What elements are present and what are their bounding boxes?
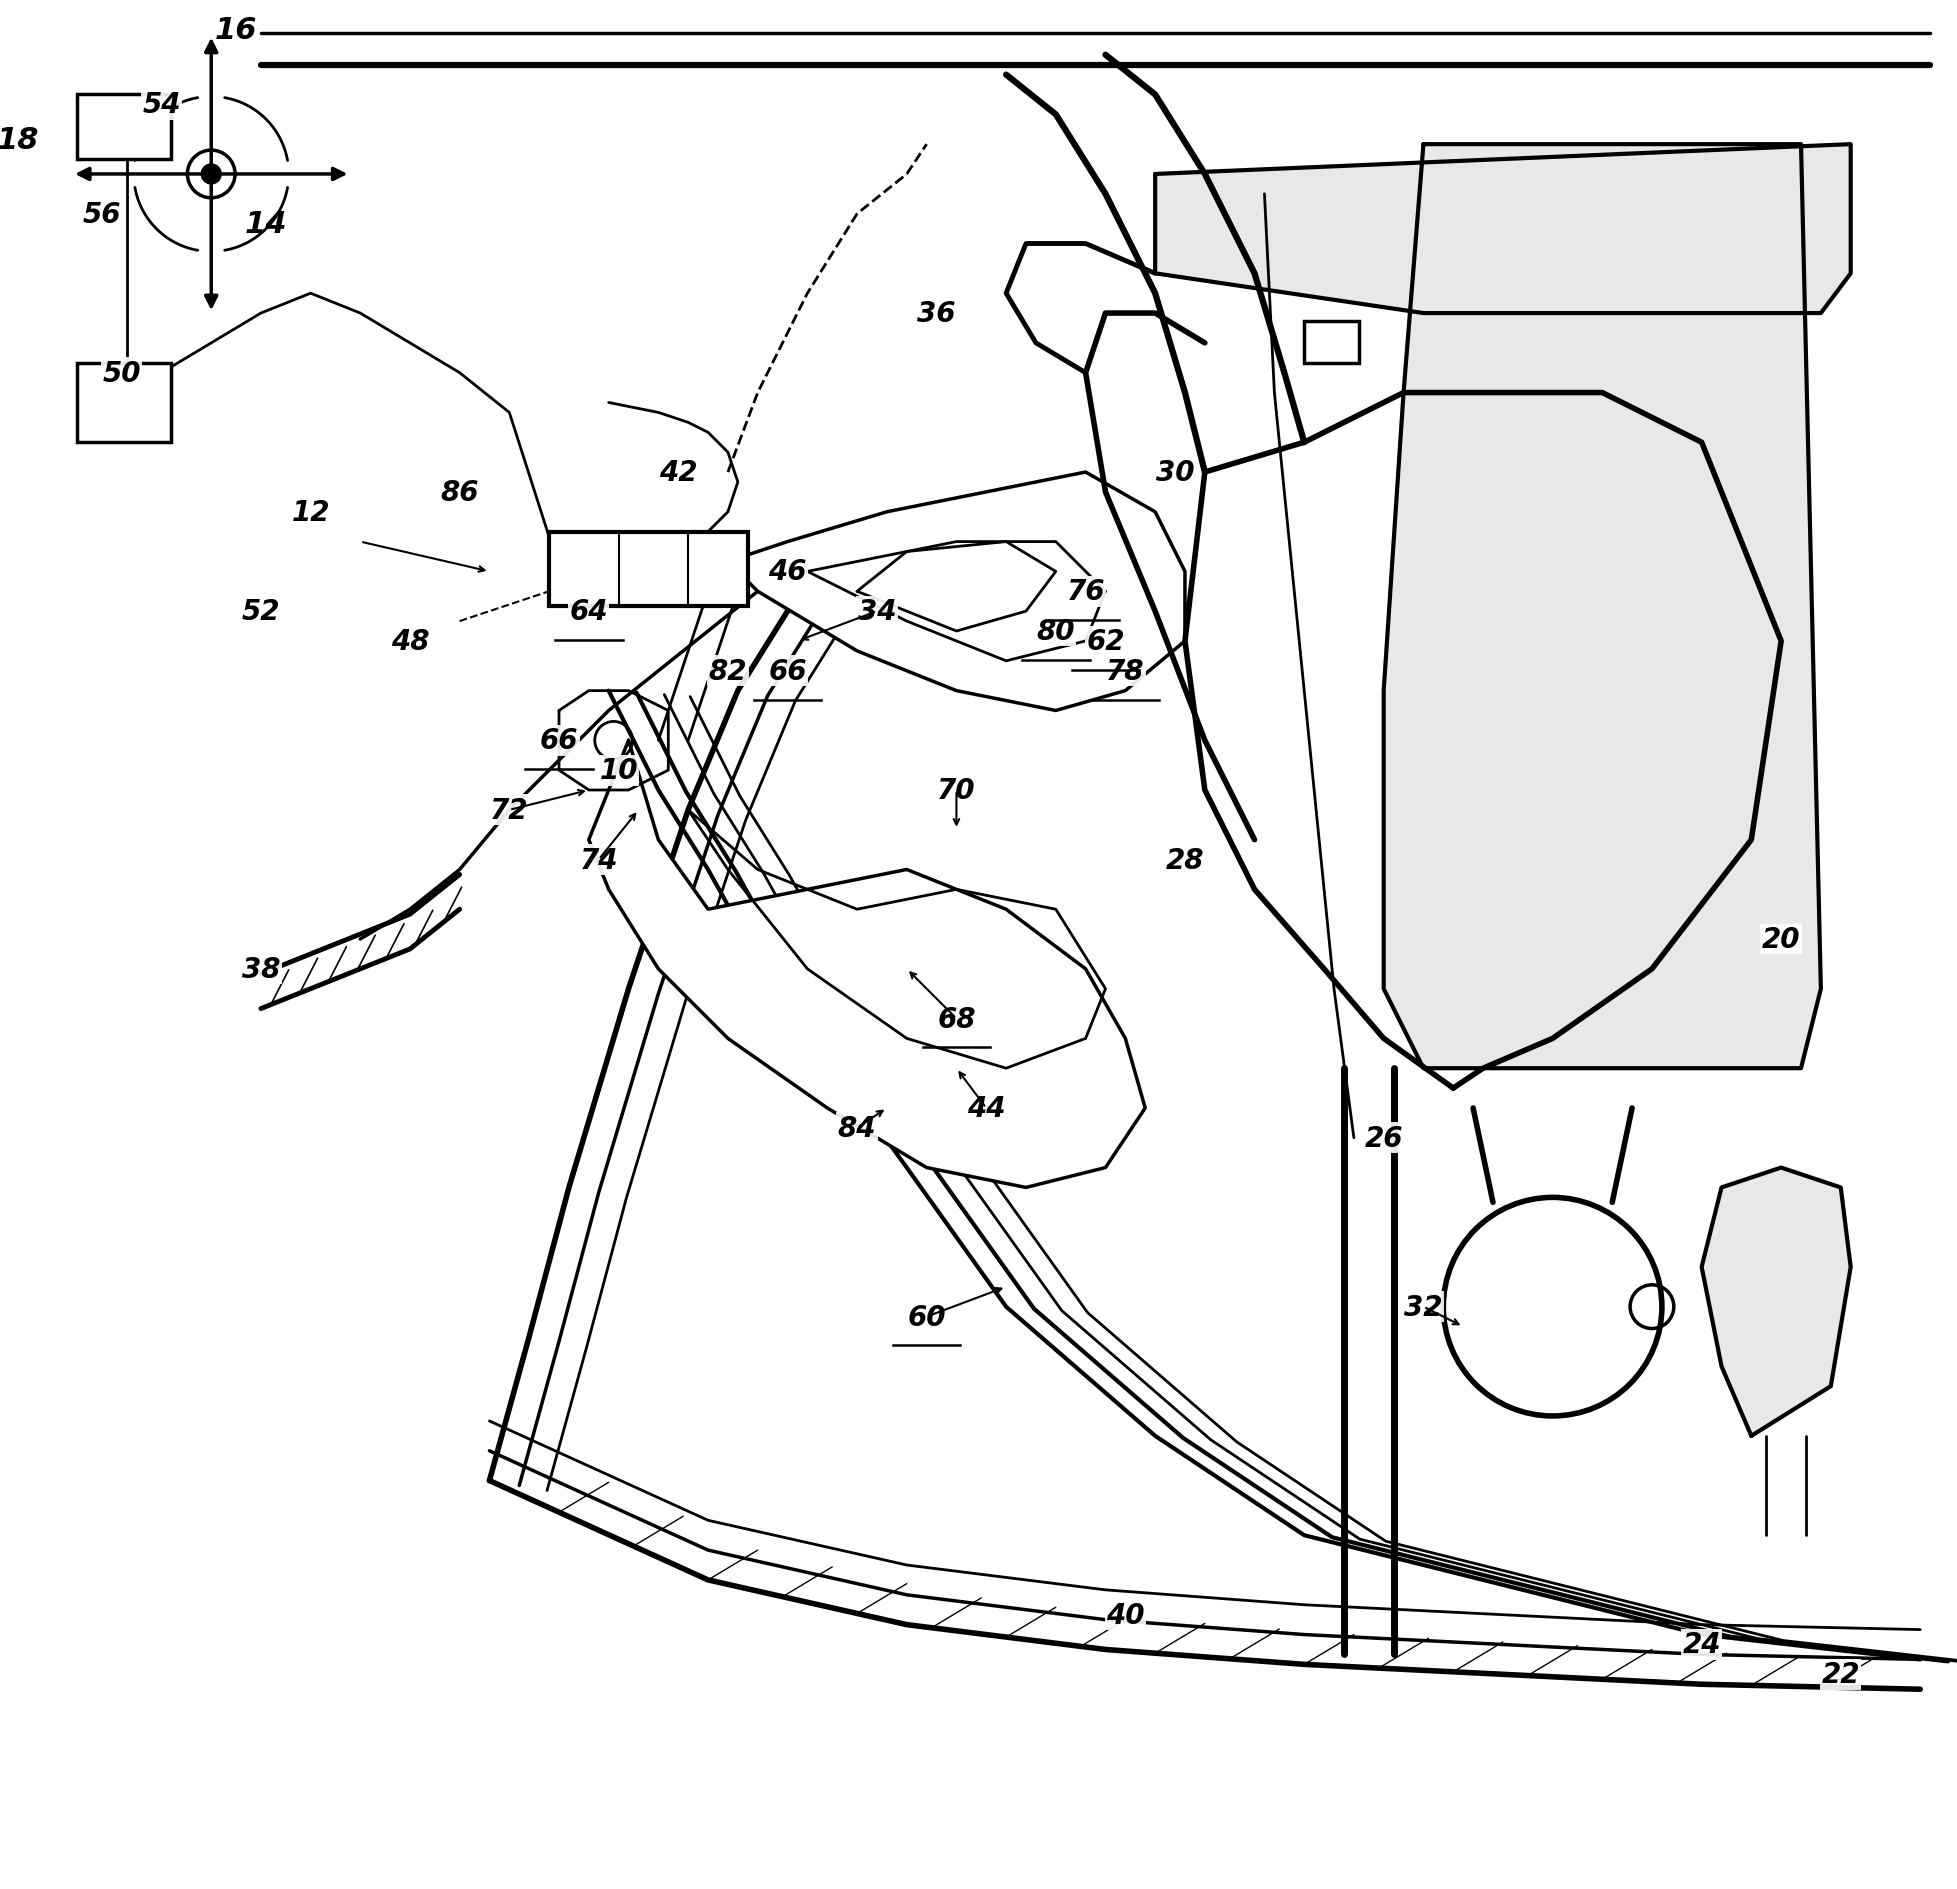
Text: 42: 42	[660, 459, 697, 487]
Text: 82: 82	[708, 657, 748, 686]
Text: 62: 62	[1086, 627, 1123, 655]
Text: 80: 80	[1035, 618, 1074, 646]
Text: 60: 60	[906, 1303, 945, 1332]
Text: 78: 78	[1106, 657, 1145, 686]
Text: 28: 28	[1164, 846, 1204, 875]
Bar	[548, 533, 748, 606]
Text: 66: 66	[767, 657, 806, 686]
Text: 30: 30	[1155, 459, 1194, 487]
Text: 24: 24	[1681, 1630, 1720, 1659]
Text: 84: 84	[838, 1115, 877, 1143]
Text: 22: 22	[1820, 1660, 1859, 1689]
Text: 70: 70	[937, 776, 975, 805]
Text: 86: 86	[440, 478, 479, 506]
Text: 26: 26	[1364, 1124, 1403, 1152]
Text: 12: 12	[292, 499, 329, 527]
Text: 40: 40	[1106, 1600, 1145, 1628]
Bar	[76, 363, 172, 444]
Polygon shape	[589, 740, 1145, 1188]
Text: 14: 14	[245, 210, 288, 240]
Polygon shape	[1155, 145, 1849, 314]
Text: 48: 48	[391, 627, 429, 655]
Text: 50: 50	[102, 359, 141, 387]
Polygon shape	[708, 472, 1184, 710]
Text: 52: 52	[241, 597, 280, 625]
Text: 74: 74	[579, 846, 618, 875]
Text: 36: 36	[916, 300, 955, 329]
Text: 20: 20	[1761, 926, 1800, 954]
Bar	[1303, 321, 1358, 363]
Text: 54: 54	[143, 91, 180, 119]
Text: 38: 38	[241, 956, 280, 984]
Text: 16: 16	[215, 17, 256, 45]
Text: 66: 66	[540, 727, 577, 756]
Text: 76: 76	[1067, 578, 1104, 606]
Polygon shape	[1701, 1167, 1849, 1436]
Text: 68: 68	[937, 1005, 975, 1033]
Text: 64: 64	[569, 597, 609, 625]
Text: 10: 10	[599, 757, 638, 784]
Text: 72: 72	[489, 797, 528, 824]
Text: 32: 32	[1403, 1292, 1442, 1320]
Circle shape	[202, 164, 221, 185]
Text: 18: 18	[0, 125, 39, 155]
Polygon shape	[1384, 145, 1820, 1069]
Bar	[76, 96, 172, 161]
Text: 56: 56	[82, 200, 121, 229]
Text: 44: 44	[967, 1094, 1006, 1122]
Text: 46: 46	[767, 557, 806, 586]
Text: 34: 34	[857, 597, 896, 625]
